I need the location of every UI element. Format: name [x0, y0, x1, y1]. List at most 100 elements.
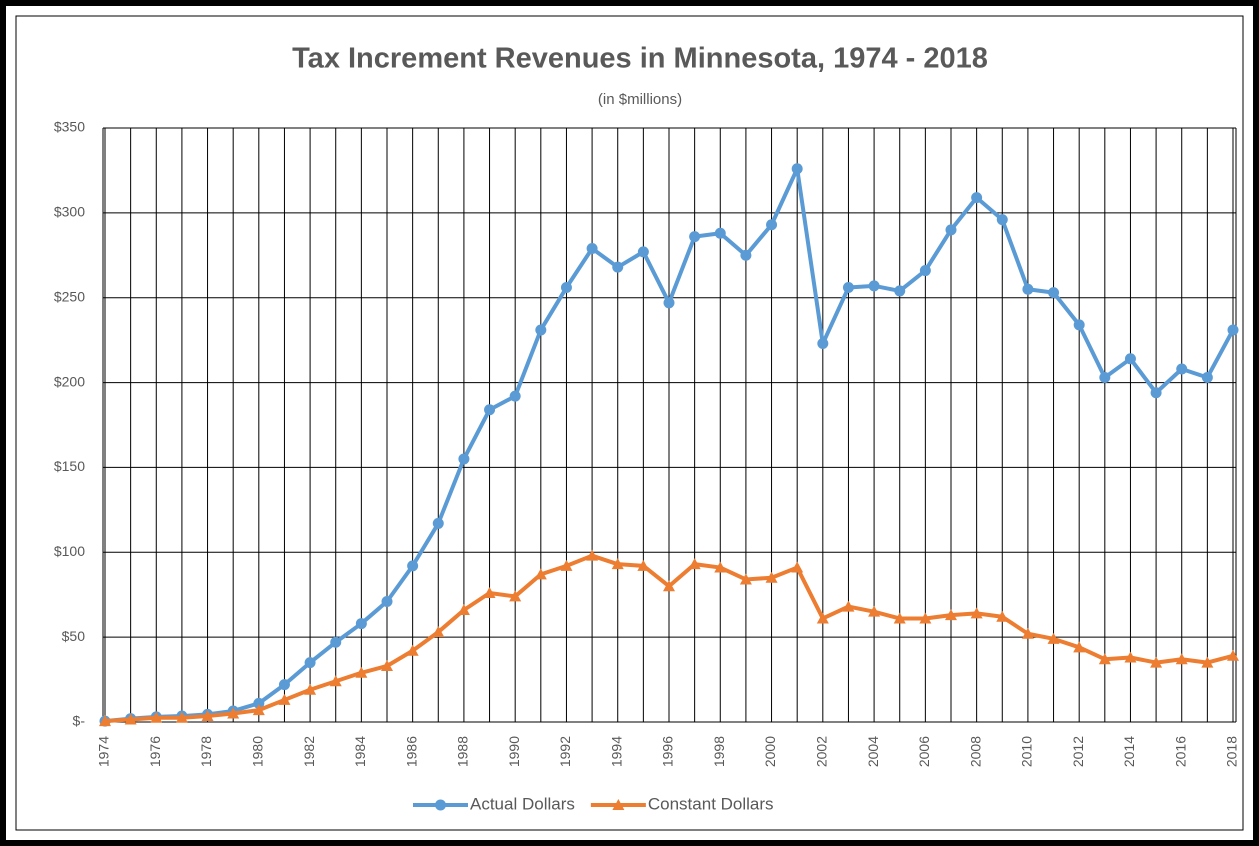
- marker: [791, 163, 803, 175]
- y-tick-label: $350: [54, 119, 85, 135]
- marker: [945, 224, 957, 236]
- marker: [253, 697, 265, 709]
- x-tick-label: 1990: [506, 736, 522, 767]
- marker: [1150, 387, 1162, 399]
- marker: [560, 559, 573, 571]
- marker: [1175, 653, 1188, 665]
- marker: [99, 715, 111, 727]
- x-tick-label: 1976: [147, 736, 163, 767]
- y-tick-label: $300: [54, 204, 85, 220]
- x-tick-label: 1994: [608, 736, 624, 767]
- marker: [534, 568, 547, 580]
- marker: [996, 610, 1009, 622]
- marker: [509, 390, 521, 402]
- marker: [996, 214, 1008, 226]
- marker: [765, 571, 778, 583]
- marker: [663, 297, 675, 309]
- marker: [637, 246, 649, 258]
- y-tick-label: $150: [54, 458, 85, 474]
- marker: [252, 704, 265, 716]
- marker: [150, 711, 163, 723]
- x-tick-label: 2004: [865, 736, 881, 767]
- x-tick-label: 1980: [250, 736, 266, 767]
- marker: [612, 799, 625, 810]
- x-tick-label: 2000: [762, 736, 778, 767]
- marker: [1099, 371, 1111, 383]
- marker: [714, 561, 727, 573]
- legend-label: Actual Dollars: [470, 794, 575, 813]
- marker: [175, 711, 188, 723]
- marker: [919, 265, 931, 277]
- y-tick-label: $-: [73, 713, 86, 729]
- x-tick-label: 2006: [916, 736, 932, 767]
- x-tick-label: 1984: [352, 736, 368, 767]
- y-tick-label: $250: [54, 288, 85, 304]
- marker: [1021, 627, 1034, 639]
- marker: [432, 517, 444, 529]
- marker: [816, 612, 829, 624]
- x-tick-label: 2018: [1224, 736, 1240, 767]
- marker: [663, 580, 675, 592]
- marker: [355, 618, 367, 630]
- marker: [483, 587, 496, 599]
- marker: [1048, 287, 1060, 299]
- marker: [586, 549, 599, 561]
- marker: [1227, 324, 1239, 336]
- marker: [435, 799, 446, 811]
- marker: [842, 282, 854, 294]
- marker: [1124, 651, 1137, 663]
- marker: [432, 626, 445, 638]
- marker: [740, 249, 752, 261]
- chart-title: Tax Increment Revenues in Minnesota, 197…: [292, 43, 988, 75]
- marker: [919, 612, 932, 624]
- marker: [1073, 319, 1085, 331]
- x-tick-label: 1982: [301, 736, 317, 767]
- marker: [406, 644, 419, 656]
- marker: [688, 558, 701, 570]
- chart-frame: [15, 15, 1244, 831]
- marker: [842, 600, 855, 612]
- x-tick-label: 2002: [814, 736, 830, 767]
- marker: [1201, 656, 1214, 668]
- marker: [714, 227, 726, 239]
- marker: [894, 285, 906, 297]
- marker: [1124, 353, 1136, 365]
- x-tick-label: 1978: [198, 736, 214, 767]
- x-tick-label: 1998: [711, 736, 727, 767]
- marker: [893, 612, 906, 624]
- marker: [817, 338, 829, 350]
- marker: [970, 607, 983, 619]
- y-tick-label: $100: [54, 543, 85, 559]
- y-tick-label: $50: [62, 628, 86, 644]
- marker: [689, 231, 701, 243]
- marker: [971, 192, 983, 204]
- x-tick-label: 1986: [403, 736, 419, 767]
- marker: [278, 679, 290, 691]
- marker: [407, 560, 419, 572]
- marker: [612, 261, 624, 273]
- marker: [1150, 656, 1163, 668]
- marker: [227, 707, 240, 719]
- x-tick-label: 2014: [1121, 736, 1137, 767]
- marker: [304, 683, 317, 695]
- marker: [868, 605, 881, 617]
- marker: [278, 693, 291, 705]
- x-tick-label: 1996: [660, 736, 676, 767]
- marker: [1201, 371, 1213, 383]
- marker: [560, 282, 572, 294]
- marker: [484, 404, 496, 416]
- x-tick-label: 2016: [1172, 736, 1188, 767]
- marker: [329, 675, 342, 687]
- x-tick-label: 2012: [1070, 736, 1086, 767]
- marker: [535, 324, 547, 336]
- legend-label: Constant Dollars: [648, 794, 774, 813]
- marker: [1227, 649, 1239, 661]
- marker: [457, 603, 470, 615]
- x-tick-label: 2010: [1019, 736, 1035, 767]
- marker: [381, 659, 393, 671]
- marker: [381, 596, 393, 608]
- marker: [124, 713, 137, 725]
- marker: [458, 453, 470, 465]
- marker: [945, 609, 957, 621]
